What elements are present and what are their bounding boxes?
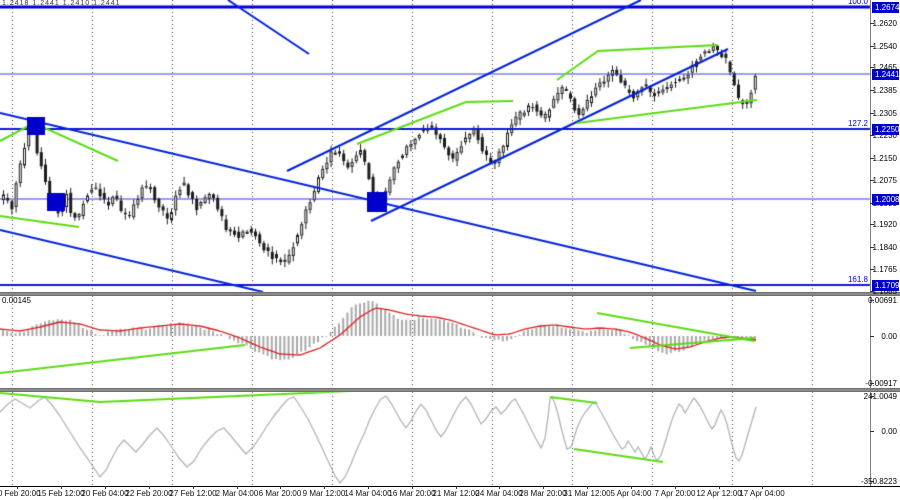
time-tick-mark (324, 486, 325, 489)
time-tick-mark (675, 486, 676, 489)
axis-tick-mark (870, 431, 874, 432)
time-tick-mark (631, 486, 632, 489)
indicator1-tick-label: -0.00917 (865, 379, 897, 388)
price-level-badge: 1.2250 (872, 124, 899, 135)
axis-tick-mark (870, 113, 874, 114)
time-tick-label: 9 Mar 12:00 (302, 489, 346, 498)
time-tick-mark (368, 486, 369, 489)
price-level-badge: 1.2674 (872, 2, 899, 13)
price-tick-label: 1.1765 (872, 265, 897, 274)
time-tick-mark (105, 486, 106, 489)
time-tick-label: 6 Mar 20:00 (258, 489, 302, 498)
time-tick-mark (412, 486, 413, 489)
time-tick-label: 7 Apr 20:00 (654, 489, 696, 498)
time-tick-mark (456, 486, 457, 489)
time-tick-label: 24 Mar 04:00 (475, 489, 523, 498)
fibonacci-level-label[interactable]: 100.0 (847, 0, 868, 6)
price-tick-label: 1.2305 (872, 109, 897, 118)
indicator2-tick-label: 241.0049 (863, 392, 897, 401)
price-axis-divider (870, 0, 871, 486)
time-tick-label: 28 Mar 20:00 (519, 489, 567, 498)
indicator1-tick-label: 0.00 (881, 332, 897, 341)
price-tick-label: 1.2385 (872, 86, 897, 95)
time-tick-label: 27 Feb 12:00 (169, 489, 217, 498)
axis-tick-mark (870, 269, 874, 270)
price-level-badge: 1.2008 (872, 194, 899, 205)
price-tick-label: 1.2075 (872, 176, 897, 185)
time-tick-mark (61, 486, 62, 489)
time-tick-mark (543, 486, 544, 489)
price-tick-label: 1.1840 (872, 243, 897, 252)
time-tick-mark (719, 486, 720, 489)
axis-tick-mark (870, 300, 874, 301)
time-tick-label: 31 Mar 12:00 (563, 489, 611, 498)
price-tick-label: 1.1685 (872, 287, 897, 296)
axis-tick-mark (870, 481, 874, 482)
axis-tick-mark (870, 180, 874, 181)
time-axis-baseline (0, 486, 900, 487)
axis-tick-mark (870, 383, 874, 384)
indicator1-value-label: 0.00145 (2, 296, 31, 305)
axis-tick-mark (870, 158, 874, 159)
axis-tick-mark (870, 291, 874, 292)
time-tick-label: 20 Feb 04:00 (81, 489, 129, 498)
time-tick-label: 17 Apr 04:00 (739, 489, 785, 498)
time-tick-mark (17, 486, 18, 489)
time-tick-label: 16 Mar 20:00 (388, 489, 436, 498)
price-tick-label: 1.2150 (872, 154, 897, 163)
price-tick-label: 1.2230 (872, 131, 897, 140)
time-tick-mark (149, 486, 150, 489)
time-tick-mark (499, 486, 500, 489)
axis-tick-mark (870, 67, 874, 68)
time-tick-label: 21 Mar 12:00 (432, 489, 480, 498)
price-tick-label: 1.1920 (872, 220, 897, 229)
indicator1-tick-label: 0.00691 (868, 296, 897, 305)
axis-tick-mark (870, 247, 874, 248)
time-tick-label: 2 Mar 04:00 (215, 489, 259, 498)
time-tick-label: 15 Feb 12:00 (37, 489, 85, 498)
axis-tick-mark (870, 396, 874, 397)
fibonacci-level-label[interactable]: 161.8 (847, 275, 868, 284)
indicator2-tick-label: 0.00 (881, 427, 897, 436)
axis-tick-mark (870, 23, 874, 24)
fibonacci-level-label[interactable]: 127.2 (847, 119, 868, 128)
axis-tick-mark (870, 336, 874, 337)
price-tick-label: 1.2465 (872, 63, 897, 72)
time-tick-mark (762, 486, 763, 489)
axis-tick-mark (870, 224, 874, 225)
time-tick-mark (280, 486, 281, 489)
time-tick-label: 22 Feb 20:00 (125, 489, 173, 498)
axis-tick-mark (870, 90, 874, 91)
time-tick-label: 12 Apr 12:00 (696, 489, 742, 498)
pane-separator[interactable] (0, 388, 900, 392)
time-tick-mark (193, 486, 194, 489)
ohlc-readout: 1.2418 1.2441 1.2410 1.2441 (2, 0, 121, 7)
price-level-badge: 1.2441 (872, 69, 899, 80)
axis-tick-mark (870, 46, 874, 47)
time-tick-mark (587, 486, 588, 489)
time-tick-label: 14 Mar 04:00 (344, 489, 392, 498)
axis-tick-mark (870, 135, 874, 136)
price-level-badge: 1.1709 (872, 280, 899, 291)
indicator2-tick-label: -350.8223 (860, 477, 897, 486)
pane-separator[interactable] (0, 292, 900, 296)
time-tick-label: 5 Apr 04:00 (610, 489, 652, 498)
time-tick-label: 10 Feb 20:00 (0, 489, 41, 498)
price-tick-label: 1.2540 (872, 42, 897, 51)
price-tick-label: 1.2620 (872, 19, 897, 28)
time-tick-mark (237, 486, 238, 489)
